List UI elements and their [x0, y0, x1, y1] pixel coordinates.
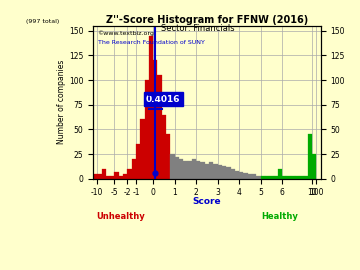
Bar [230, 169, 235, 179]
Bar [269, 176, 274, 179]
Bar [213, 164, 218, 179]
Bar [157, 75, 162, 179]
Bar [123, 174, 127, 179]
Bar [235, 171, 239, 179]
Bar [312, 154, 316, 179]
Text: The Research Foundation of SUNY: The Research Foundation of SUNY [98, 39, 204, 45]
Bar [166, 134, 170, 179]
Bar [102, 169, 106, 179]
Bar [106, 176, 110, 179]
Bar [188, 161, 192, 179]
Bar [274, 176, 278, 179]
Title: Z''-Score Histogram for FFNW (2016): Z''-Score Histogram for FFNW (2016) [106, 15, 308, 25]
Bar [261, 176, 265, 179]
Bar [218, 165, 222, 179]
Bar [278, 169, 282, 179]
Bar [239, 172, 243, 179]
Bar [287, 176, 291, 179]
Bar [140, 120, 145, 179]
Bar [201, 162, 205, 179]
Bar [119, 176, 123, 179]
Bar [265, 176, 269, 179]
Bar [248, 174, 252, 179]
Bar [162, 114, 166, 179]
Bar [93, 174, 97, 179]
Bar [295, 176, 299, 179]
Bar [183, 161, 188, 179]
Bar [252, 174, 256, 179]
Text: Sector: Financials: Sector: Financials [161, 24, 235, 33]
Bar [170, 154, 175, 179]
Text: (997 total): (997 total) [26, 19, 59, 24]
Bar [303, 176, 308, 179]
Bar [282, 176, 287, 179]
Bar [114, 172, 119, 179]
Bar [196, 161, 201, 179]
Bar [145, 80, 149, 179]
Text: ©www.textbiz.org: ©www.textbiz.org [98, 30, 154, 36]
Bar [97, 174, 102, 179]
Bar [153, 60, 157, 179]
Bar [149, 36, 153, 179]
Bar [222, 166, 226, 179]
Bar [226, 167, 230, 179]
Text: Unhealthy: Unhealthy [96, 212, 145, 221]
Bar [209, 162, 213, 179]
Bar [136, 144, 140, 179]
Bar [299, 176, 303, 179]
Bar [205, 164, 209, 179]
Bar [132, 159, 136, 179]
Text: 0.4016: 0.4016 [146, 95, 180, 104]
Bar [127, 169, 132, 179]
Bar [192, 159, 196, 179]
Bar [175, 157, 179, 179]
Bar [308, 134, 312, 179]
Text: Healthy: Healthy [261, 212, 298, 221]
Bar [291, 176, 295, 179]
Text: Score: Score [193, 197, 221, 206]
Bar [256, 176, 261, 179]
Y-axis label: Number of companies: Number of companies [57, 60, 66, 144]
Bar [243, 173, 248, 179]
Bar [110, 176, 114, 179]
Bar [179, 159, 183, 179]
